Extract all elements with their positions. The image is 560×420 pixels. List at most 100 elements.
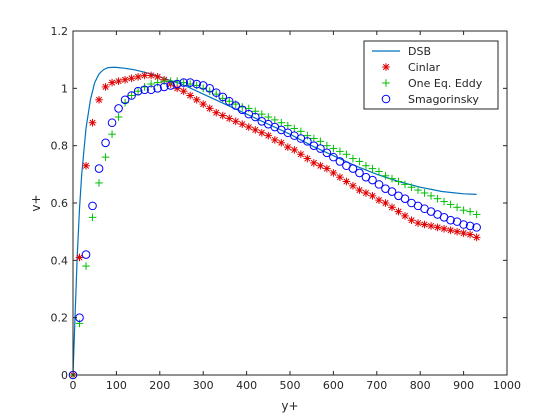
y-tick-label: 1 (61, 82, 68, 95)
data-point (264, 131, 273, 140)
legend-swatch-marker (382, 79, 390, 87)
series-2 (69, 77, 481, 379)
data-point (335, 157, 345, 166)
data-point (231, 101, 241, 110)
x-tick-label: 200 (149, 379, 170, 392)
data-point (160, 77, 168, 85)
legend-swatch-marker (381, 94, 391, 104)
data-point (394, 207, 403, 216)
legend-label: Cinlar (408, 61, 441, 74)
data-point (237, 105, 247, 115)
data-point (401, 212, 409, 220)
series-1 (69, 71, 481, 379)
x-axis-label: y+ (281, 399, 298, 413)
data-point (284, 143, 292, 151)
data-point (316, 144, 325, 153)
data-point (140, 85, 149, 95)
data-point (88, 118, 97, 127)
data-point (82, 161, 90, 170)
data-point (316, 137, 325, 146)
data-point (465, 221, 475, 231)
data-point (277, 118, 286, 127)
x-tick-label: 1000 (493, 379, 521, 392)
data-point (172, 79, 182, 89)
y-tick-label: 0.4 (51, 254, 69, 267)
data-point (120, 95, 130, 105)
data-point (114, 104, 123, 113)
x-tick-label: 100 (106, 379, 127, 392)
data-point (310, 159, 318, 167)
data-point (407, 183, 416, 192)
data-point (440, 197, 448, 206)
data-point (316, 161, 325, 170)
data-point (414, 186, 422, 194)
data-point (466, 230, 474, 239)
series-layer (68, 66, 481, 380)
data-point (336, 147, 344, 156)
data-point (290, 146, 299, 154)
y-tick-label: 0 (61, 369, 68, 382)
data-point (446, 200, 455, 209)
data-point (101, 138, 110, 148)
y-tick-label: 0.8 (51, 140, 69, 153)
data-point (472, 233, 481, 242)
data-point (433, 223, 442, 232)
series-3 (68, 78, 481, 380)
data-point (303, 137, 312, 146)
data-point (401, 180, 409, 189)
data-point (101, 153, 110, 161)
data-point (381, 171, 390, 180)
data-point (355, 157, 364, 166)
legend-label: Smagorinsky (408, 93, 479, 106)
data-point (81, 250, 91, 259)
data-point (284, 121, 292, 130)
data-point (459, 220, 468, 229)
data-point (271, 116, 279, 124)
data-point (348, 164, 358, 173)
y-axis-label: v+ (29, 194, 43, 211)
data-point (427, 192, 435, 200)
data-point (394, 177, 403, 186)
data-point (472, 210, 481, 219)
x-tick-label: 0 (70, 379, 77, 392)
data-point (303, 154, 312, 163)
data-point (264, 113, 273, 121)
x-tick-label: 800 (410, 379, 431, 392)
data-point (349, 154, 357, 163)
data-point (224, 96, 234, 106)
data-point (349, 182, 357, 190)
data-point (368, 164, 377, 173)
data-point (114, 113, 123, 121)
data-point (355, 186, 364, 194)
data-point (427, 222, 435, 230)
axes-layer: 0 100 200 300 400 500 600 700 800 900 1000 0 0.2 0.4 0… (51, 25, 522, 392)
data-point (446, 226, 455, 235)
data-point (101, 83, 110, 91)
data-point (322, 148, 332, 158)
data-point (127, 74, 136, 83)
legend-label: One Eq. Eddy (408, 77, 483, 90)
data-point (251, 107, 260, 116)
data-point (244, 123, 253, 131)
data-point (420, 220, 429, 229)
data-point (375, 167, 383, 176)
data-point (108, 130, 116, 138)
data-point (400, 194, 410, 203)
data-point (225, 97, 234, 106)
data-point (329, 169, 338, 177)
data-point (303, 131, 312, 140)
data-point (107, 118, 117, 128)
data-point (310, 134, 318, 143)
data-point (192, 79, 201, 89)
data-point (446, 215, 455, 225)
data-point (323, 141, 331, 150)
data-point (368, 175, 377, 185)
x-tick-label: 500 (280, 379, 301, 392)
data-point (88, 201, 97, 211)
data-point (329, 144, 338, 153)
data-point (153, 84, 162, 93)
data-point (355, 168, 364, 178)
data-point (134, 73, 142, 81)
data-point (211, 88, 221, 97)
data-point (179, 78, 188, 87)
